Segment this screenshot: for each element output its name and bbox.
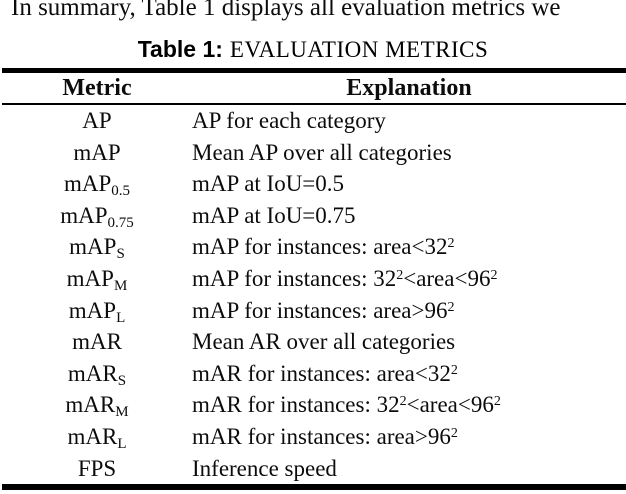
column-header-metric: Metric [2, 70, 192, 105]
explanation-cell: mAR for instances: area<322 [192, 360, 458, 386]
explanation-cell: Inference speed [192, 455, 337, 481]
explanation-cell: mAP at IoU=0.5 [192, 171, 345, 197]
table-row: mAPM mAP for instances: 322<area<962 [2, 263, 626, 295]
metric-cell: mAPS [69, 234, 125, 263]
explanation-cell: mAP for instances: area<322 [192, 234, 455, 260]
table-header-row: Metric Explanation [2, 70, 626, 105]
column-header-explanation: Explanation [192, 70, 626, 105]
table-row: mARL mAR for instances: area>962 [2, 421, 626, 453]
metric-cell: mAR [72, 329, 122, 355]
explanation-cell: mAP at IoU=0.75 [192, 202, 356, 228]
table-row: FPS Inference speed [2, 453, 626, 488]
metric-cell: AP [82, 108, 112, 133]
explanation-cell: Mean AR over all categories [192, 329, 456, 355]
table-row: mAR Mean AR over all categories [2, 326, 626, 358]
explanation-cell: mAP for instances: 322<area<962 [192, 265, 498, 291]
table-row: mAPS mAP for instances: area<322 [2, 231, 626, 263]
metric-cell: FPS [77, 455, 117, 481]
metric-cell: mAPM [66, 265, 128, 294]
metric-cell: mAP0.75 [60, 202, 134, 231]
metric-cell: mARS [67, 360, 127, 389]
body-text-line: In summary, Table 1 displays all evaluat… [11, 0, 561, 21]
table-row: mAPL mAP for instances: area>962 [2, 295, 626, 327]
explanation-cell: AP for each category [192, 108, 386, 133]
explanation-cell: mAR for instances: 322<area<962 [192, 392, 501, 418]
table-body: AP AP for each category mAP Mean AP over al… [2, 104, 626, 487]
evaluation-metrics-table: Metric Explanation AP AP for each categor… [2, 68, 626, 491]
metric-cell: mAPL [68, 297, 126, 326]
metric-cell: mAP [73, 139, 121, 165]
table-row: AP AP for each category [2, 104, 626, 137]
table-row: mARS mAR for instances: area<322 [2, 358, 626, 390]
table-caption-title: EVALUATION METRICS [229, 37, 489, 62]
metric-cell: mAP0.5 [63, 171, 131, 200]
table-row: mAP Mean AP over all categories [2, 137, 626, 169]
explanation-cell: mAP for instances: area>962 [192, 297, 455, 323]
table-row: mAP0.5 mAP at IoU=0.5 [2, 168, 626, 200]
table-caption: Table 1: EVALUATION METRICS [0, 36, 626, 63]
table-row: mAP0.75 mAP at IoU=0.75 [2, 200, 626, 232]
explanation-cell: mAR for instances: area>962 [192, 423, 458, 449]
table-row: mARM mAR for instances: 322<area<962 [2, 389, 626, 421]
explanation-cell: Mean AP over all categories [192, 139, 452, 165]
table-caption-label: Table 1: [137, 36, 223, 62]
metric-cell: mARL [67, 423, 127, 452]
table-header: Metric Explanation [2, 70, 626, 105]
metric-cell: mARM [65, 392, 129, 421]
